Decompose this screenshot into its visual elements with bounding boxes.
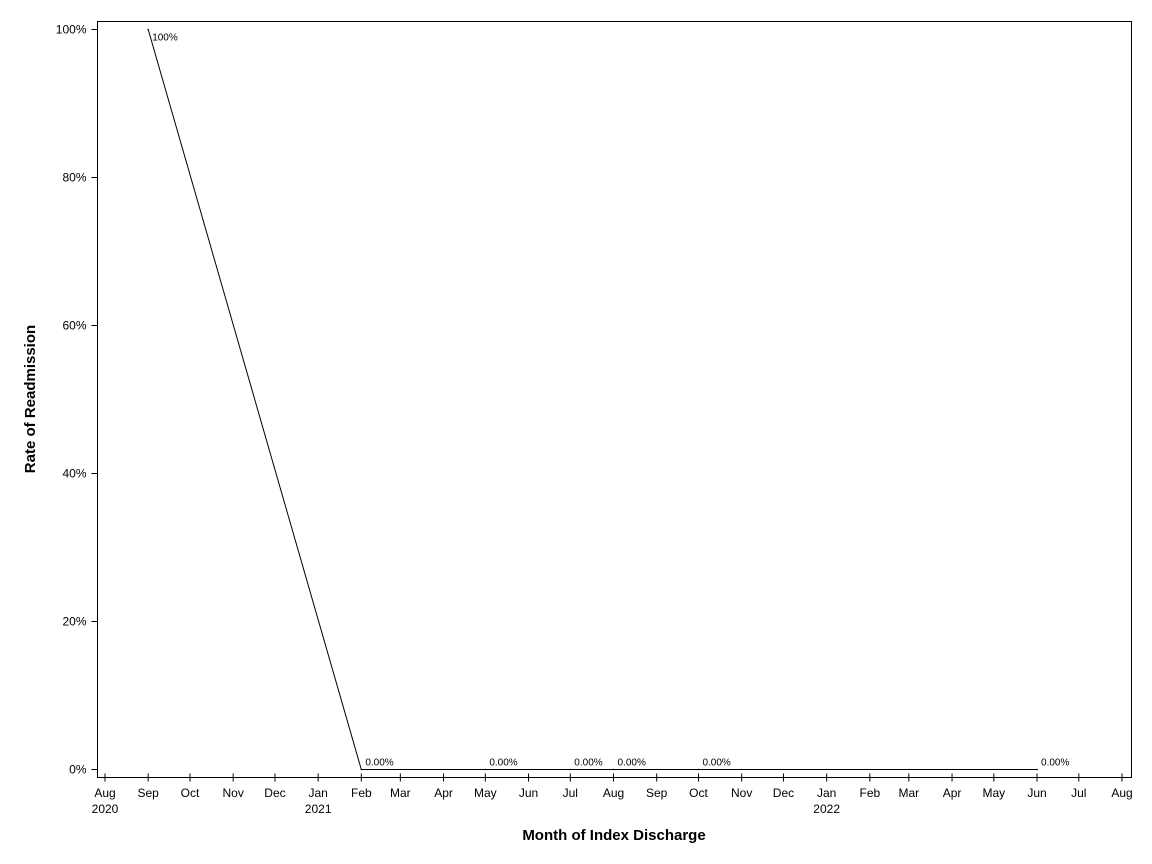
x-axis: Aug 2020 Sep Oct Nov Dec Jan 2021 Feb Mar Apr May Ju… — [92, 773, 1133, 816]
x-tick-year-label: 2020 — [92, 802, 119, 816]
y-tick-label: 80% — [62, 171, 86, 185]
x-tick-label: Dec — [773, 786, 794, 800]
data-label: 0.00% — [618, 758, 646, 769]
data-label: 100% — [152, 33, 178, 44]
y-axis: 0% 20% 40% 60% 80% 100% — [56, 23, 98, 777]
x-axis-title: Month of Index Discharge — [522, 827, 705, 844]
y-tick-label: 40% — [62, 467, 86, 481]
x-tick-label: Feb — [351, 786, 372, 800]
x-tick-label: May — [474, 786, 497, 800]
data-point — [569, 768, 572, 771]
y-tick-label: 100% — [56, 23, 87, 37]
x-tick-year-label: 2021 — [305, 802, 332, 816]
x-tick-label: Feb — [859, 786, 880, 800]
x-tick-label: Dec — [264, 786, 285, 800]
data-label: 0.00% — [489, 758, 517, 769]
x-tick-label: Jun — [1027, 786, 1046, 800]
x-tick-label: Jul — [1071, 786, 1086, 800]
data-label: 0.00% — [702, 758, 730, 769]
x-tick-label: Sep — [138, 786, 160, 800]
y-tick-label: 0% — [69, 763, 87, 777]
y-tick-label: 20% — [62, 615, 86, 629]
data-point — [147, 28, 149, 31]
x-tick-label: Jun — [519, 786, 538, 800]
x-tick-label: Mar — [899, 786, 920, 800]
data-point — [697, 768, 700, 771]
y-tick-label: 60% — [62, 319, 86, 333]
x-tick-label: Aug — [94, 786, 115, 800]
data-label: 0.00% — [365, 758, 393, 769]
data-label: 0.00% — [1041, 758, 1069, 769]
y-axis-title: Rate of Readmission — [22, 325, 39, 473]
x-tick-label: Mar — [390, 786, 411, 800]
x-tick-label: May — [982, 786, 1005, 800]
x-tick-year-label: 2022 — [813, 802, 840, 816]
data-point — [360, 768, 363, 771]
data-label: 0.00% — [574, 758, 602, 769]
x-tick-label: Apr — [434, 786, 453, 800]
data-point — [1036, 768, 1038, 771]
series-polyline — [147, 29, 1037, 770]
x-tick-label: Nov — [731, 786, 752, 800]
x-tick-label: Nov — [222, 786, 243, 800]
series-line — [147, 28, 1038, 771]
data-labels: 100% 0.00% 0.00% 0.00% 0.00% 0.00% 0.00% — [152, 33, 1069, 769]
x-tick-label: Jul — [563, 786, 578, 800]
x-tick-label: Jan — [308, 786, 327, 800]
x-tick-label: Aug — [603, 786, 624, 800]
x-tick-label: Sep — [646, 786, 668, 800]
x-tick-label: Oct — [689, 786, 708, 800]
x-tick-label: Apr — [943, 786, 962, 800]
data-point — [484, 768, 487, 771]
data-point — [612, 768, 615, 771]
plot-frame — [97, 21, 1132, 778]
x-tick-label: Jan — [817, 786, 836, 800]
x-tick-label: Aug — [1111, 786, 1132, 800]
x-tick-label: Oct — [181, 786, 200, 800]
